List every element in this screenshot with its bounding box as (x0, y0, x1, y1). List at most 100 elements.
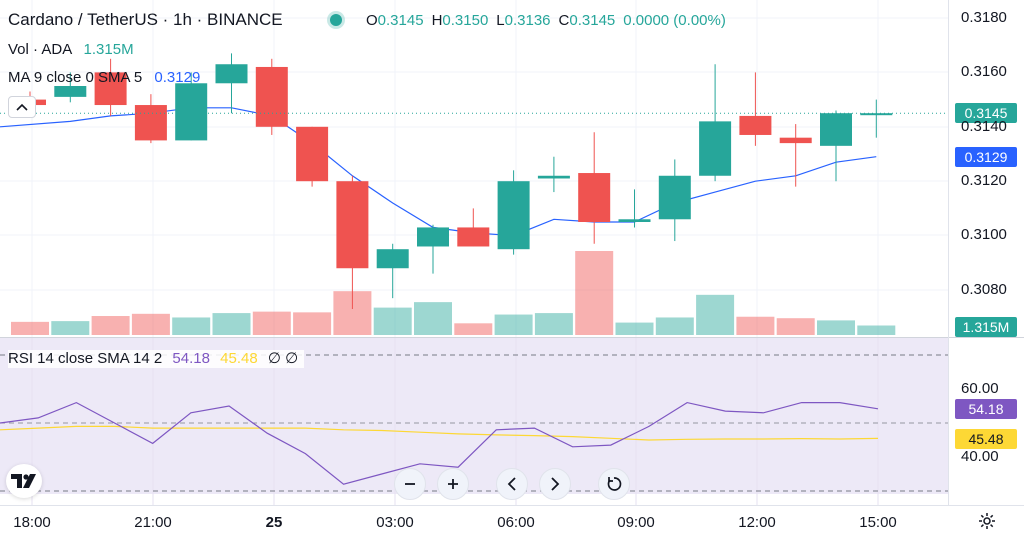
volume-bar (293, 312, 332, 335)
volume-bar (575, 251, 614, 335)
candle-body (94, 72, 127, 106)
ohlc-value: 0.3136 (504, 12, 551, 29)
time-tick-label: 15:00 (859, 514, 897, 531)
candle-body (497, 181, 530, 250)
ohlc-value: 0.0000 (0.00%) (623, 12, 726, 29)
time-tick-label: 21:00 (134, 514, 172, 531)
candle-body (537, 175, 570, 179)
price-tick-label: 0.3140 (961, 118, 1007, 135)
candle-body (820, 113, 852, 146)
reset-chart-button[interactable] (598, 468, 630, 500)
volume-bar (736, 316, 775, 335)
ohlc-key: H (431, 12, 443, 29)
candle-body (779, 137, 812, 144)
volume-bar (51, 321, 90, 335)
ohlc-key: L (496, 12, 505, 29)
rsi-sma-line (0, 425, 879, 441)
candle-body (578, 173, 611, 222)
reset-icon (607, 477, 622, 491)
price-tick-label: 0.3100 (961, 226, 1007, 243)
volume-bar (131, 313, 170, 335)
price-tick-label: 0.3180 (961, 9, 1007, 26)
volume-legend-value: 1.315M (83, 41, 134, 58)
time-tick-label: 18:00 (13, 514, 51, 531)
rsi-badge: 54.18 (955, 399, 1017, 419)
ma-legend[interactable]: MA 9 close 0 SMA 5 0.3129 (8, 69, 200, 87)
volume-bar (696, 294, 735, 335)
rsi-sma-badge: 45.48 (955, 429, 1017, 449)
ma-legend-label: MA 9 close 0 SMA 5 (8, 69, 143, 86)
minus-icon (405, 483, 415, 485)
candle-body (175, 83, 208, 141)
candle-body (54, 86, 87, 97)
ohlc-key: O (366, 12, 378, 29)
volume-bar (414, 302, 452, 335)
volume-bar (494, 314, 533, 335)
rsi-sma-legend-value: 45.48 (220, 350, 258, 367)
market-status-dot (330, 14, 342, 26)
volume-bar (817, 320, 855, 335)
volume-bar (534, 313, 573, 335)
rsi-tick-label: 40.00 (961, 448, 999, 465)
rsi-legend[interactable]: RSI 14 close SMA 14 2 54.18 45.48 ∅ ∅ (8, 350, 305, 368)
volume-legend-label: Vol · ADA (8, 41, 72, 58)
candle-body (739, 115, 772, 135)
chevron-up-icon (16, 103, 28, 111)
volume-bar (11, 321, 49, 335)
time-tick-label: 12:00 (738, 514, 776, 531)
candle-body (457, 227, 490, 247)
price-tick-label: 0.3080 (961, 281, 1007, 298)
chevron-right-icon (551, 477, 560, 491)
ma-line (0, 107, 877, 237)
collapse-legend-button[interactable] (8, 96, 36, 118)
ma-legend-value: 0.3129 (154, 69, 201, 86)
volume-bar (172, 317, 211, 335)
ohlc-key: C (558, 12, 570, 29)
candle-body (336, 181, 369, 269)
candle-body (376, 249, 409, 269)
current-price-badge: 0.3145 (955, 103, 1017, 123)
candle-body (296, 126, 329, 182)
time-tick-label: 09:00 (617, 514, 655, 531)
candle-body (417, 227, 449, 247)
candle-body (134, 105, 167, 141)
symbol-title[interactable]: Cardano / TetherUS · 1h · BINANCE (8, 10, 283, 29)
volume-bar (615, 322, 654, 335)
zoom-in-button[interactable] (437, 468, 469, 500)
volume-bar (655, 317, 694, 335)
plus-icon (448, 479, 458, 489)
price-tick-label: 0.3120 (961, 172, 1007, 189)
volume-bar (776, 318, 815, 335)
volume-bar (252, 311, 291, 335)
candle-body (658, 175, 691, 220)
zoom-out-button[interactable] (394, 468, 426, 500)
tradingview-logo-icon (11, 474, 36, 488)
candle-body (618, 219, 651, 222)
ma-price-badge: 0.3129 (955, 147, 1017, 167)
tradingview-logo[interactable] (6, 464, 42, 498)
volume-bar (373, 307, 412, 335)
candle-body (255, 66, 288, 127)
volume-bar (91, 316, 130, 335)
gear-icon[interactable] (978, 512, 996, 535)
ohlc-value: 0.3145 (569, 12, 616, 29)
rsi-legend-label: RSI 14 close SMA 14 2 (8, 350, 163, 367)
time-tick-label: 25 (265, 514, 283, 531)
rsi-tick-label: 60.00 (961, 380, 999, 397)
ohlc-value: 0.3145 (377, 12, 424, 29)
candle-body (860, 113, 893, 116)
volume-bar (857, 325, 896, 335)
scroll-right-button[interactable] (539, 468, 571, 500)
ohlc-value: 0.3150 (442, 12, 489, 29)
chevron-left-icon (507, 477, 516, 491)
volume-bar (454, 323, 493, 335)
volume-legend[interactable]: Vol · ADA 1.315M (8, 41, 134, 59)
scroll-left-button[interactable] (496, 468, 528, 500)
volume-badge: 1.315M (955, 317, 1017, 337)
price-tick-label: 0.3160 (961, 63, 1007, 80)
rsi-line (0, 401, 879, 485)
ohlc-readout: O0.3145 H0.3150 L0.3136 C0.3145 0.0000 (0.00… (366, 12, 734, 30)
time-tick-label: 03:00 (376, 514, 414, 531)
volume-bar (212, 313, 251, 335)
